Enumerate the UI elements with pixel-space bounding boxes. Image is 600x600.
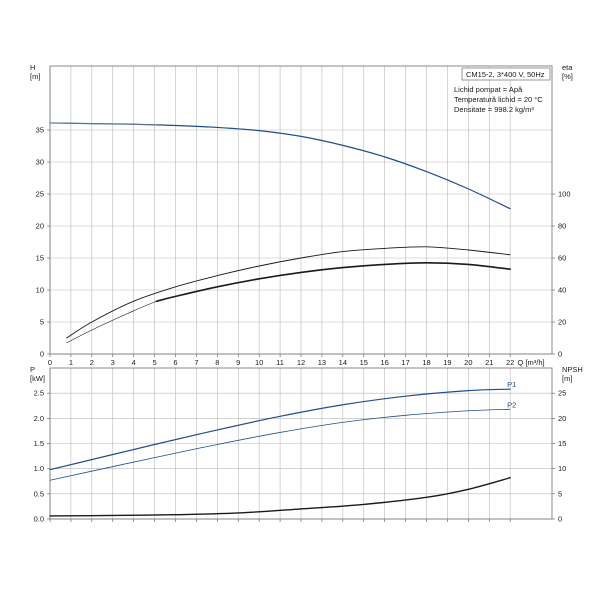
x-tick-label: 19: [443, 358, 451, 367]
series-line-1-2: [49, 477, 511, 517]
y-left-axis-title: H: [30, 63, 35, 72]
legend-line-1: Lichid pompat = Apă: [454, 85, 523, 94]
y-right-axis-title: NPSH: [562, 365, 583, 374]
y-right-axis-title: eta: [562, 63, 573, 72]
x-tick-label: 12: [297, 358, 305, 367]
y-right-axis-unit: [%]: [562, 72, 573, 81]
x-tick-label: 16: [380, 358, 388, 367]
x-tick-label: 11: [276, 358, 284, 367]
y-left-axis-unit: [m]: [30, 72, 40, 81]
x-tick-label: 2: [90, 358, 94, 367]
y-right-tick-label: 40: [558, 286, 566, 295]
y-right-tick-label: 5: [558, 489, 562, 498]
legend-title-frame: [461, 67, 551, 81]
y-left-tick-label: 25: [36, 190, 44, 199]
series-line-1-0: [49, 388, 511, 471]
x-tick-label: 22: [506, 358, 514, 367]
y-left-tick-label: 30: [36, 158, 44, 167]
y-right-tick-label: 60: [558, 254, 566, 263]
x-tick-label: 10: [255, 358, 263, 367]
y-right-tick-label: 25: [558, 389, 566, 398]
y-right-tick-label: 100: [558, 190, 571, 199]
legend-box: CM15-2, 3*400 V, 50Hz Lichid pompat = Ap…: [454, 67, 551, 114]
x-tick-label: 6: [173, 358, 177, 367]
x-tick-label: 15: [360, 358, 368, 367]
y-right-tick-label: 0: [558, 350, 562, 359]
y-left-tick-label: 0.5: [34, 489, 44, 498]
series-line-0-2: [66, 246, 511, 339]
plot-frame: [49, 367, 553, 520]
y-left-tick-label: 2.5: [34, 389, 44, 398]
y-left-tick-label: 0.0: [34, 515, 44, 524]
x-tick-label: 21: [485, 358, 493, 367]
y-right-tick-label: 10: [558, 464, 566, 473]
x-tick-label: 5: [152, 358, 156, 367]
x-tick-label: 7: [194, 358, 198, 367]
x-tick-label: 20: [464, 358, 472, 367]
y-right-axis-unit: [m]: [562, 374, 572, 383]
series-line-1-1: [49, 408, 511, 481]
legend-title: CM15-2, 3*400 V, 50Hz: [466, 70, 545, 79]
legend-line-2: Temperatură lichid = 20 °C: [454, 95, 543, 104]
x-tick-label: 18: [422, 358, 430, 367]
x-tick-label: 1: [69, 358, 73, 367]
series-line-0-1: [49, 122, 158, 126]
y-left-tick-label: 20: [36, 222, 44, 231]
y-right-tick-label: 20: [558, 318, 566, 327]
power-npsh-panel: 0.0 0.5 1.0 1.5 2.0 2.5 0 5 10 15 20 25 P[kW] NPSH[m]…: [30, 365, 583, 524]
legend-line-3: Densitate = 998.2 kg/m³: [454, 105, 534, 114]
y-left-axis-unit: [kW]: [30, 374, 45, 383]
x-tick-label: 17: [401, 358, 409, 367]
y-left-tick-label: 5: [40, 318, 44, 327]
x-tick-label: 4: [132, 358, 136, 367]
x-axis-title: Q [m³/h]: [518, 358, 545, 367]
y-left-tick-label: 35: [36, 126, 44, 135]
plot-frame: [49, 65, 553, 355]
y-left-tick-label: 15: [36, 254, 44, 263]
y-left-tick-label: 1.5: [34, 439, 44, 448]
head-efficiency-panel: 0 1 2 3 4 5 6 7 8 9 10 11 12 13 14 15 16 17 18 19 20 21 220510…: [30, 63, 573, 367]
series-label-p2: P2: [507, 400, 516, 409]
series-line-0-3: [155, 261, 511, 302]
y-left-tick-label: 2.0: [34, 414, 44, 423]
x-tick-label: 3: [111, 358, 115, 367]
x-tick-label: 13: [318, 358, 326, 367]
series-line-0-4: [66, 300, 157, 344]
y-left-axis-title: P: [30, 365, 35, 374]
x-tick-label: 0: [48, 358, 52, 367]
y-left-tick-label: 0: [40, 350, 44, 359]
y-right-tick-label: 20: [558, 414, 566, 423]
y-right-tick-label: 15: [558, 439, 566, 448]
y-left-tick-label: 10: [36, 286, 44, 295]
y-right-tick-label: 0: [558, 515, 562, 524]
series-label-p1: P1: [507, 380, 516, 389]
y-right-tick-label: 80: [558, 222, 566, 231]
x-tick-label: 14: [339, 358, 347, 367]
y-left-tick-label: 1.0: [34, 464, 44, 473]
x-tick-label: 9: [236, 358, 240, 367]
x-tick-label: 8: [215, 358, 219, 367]
